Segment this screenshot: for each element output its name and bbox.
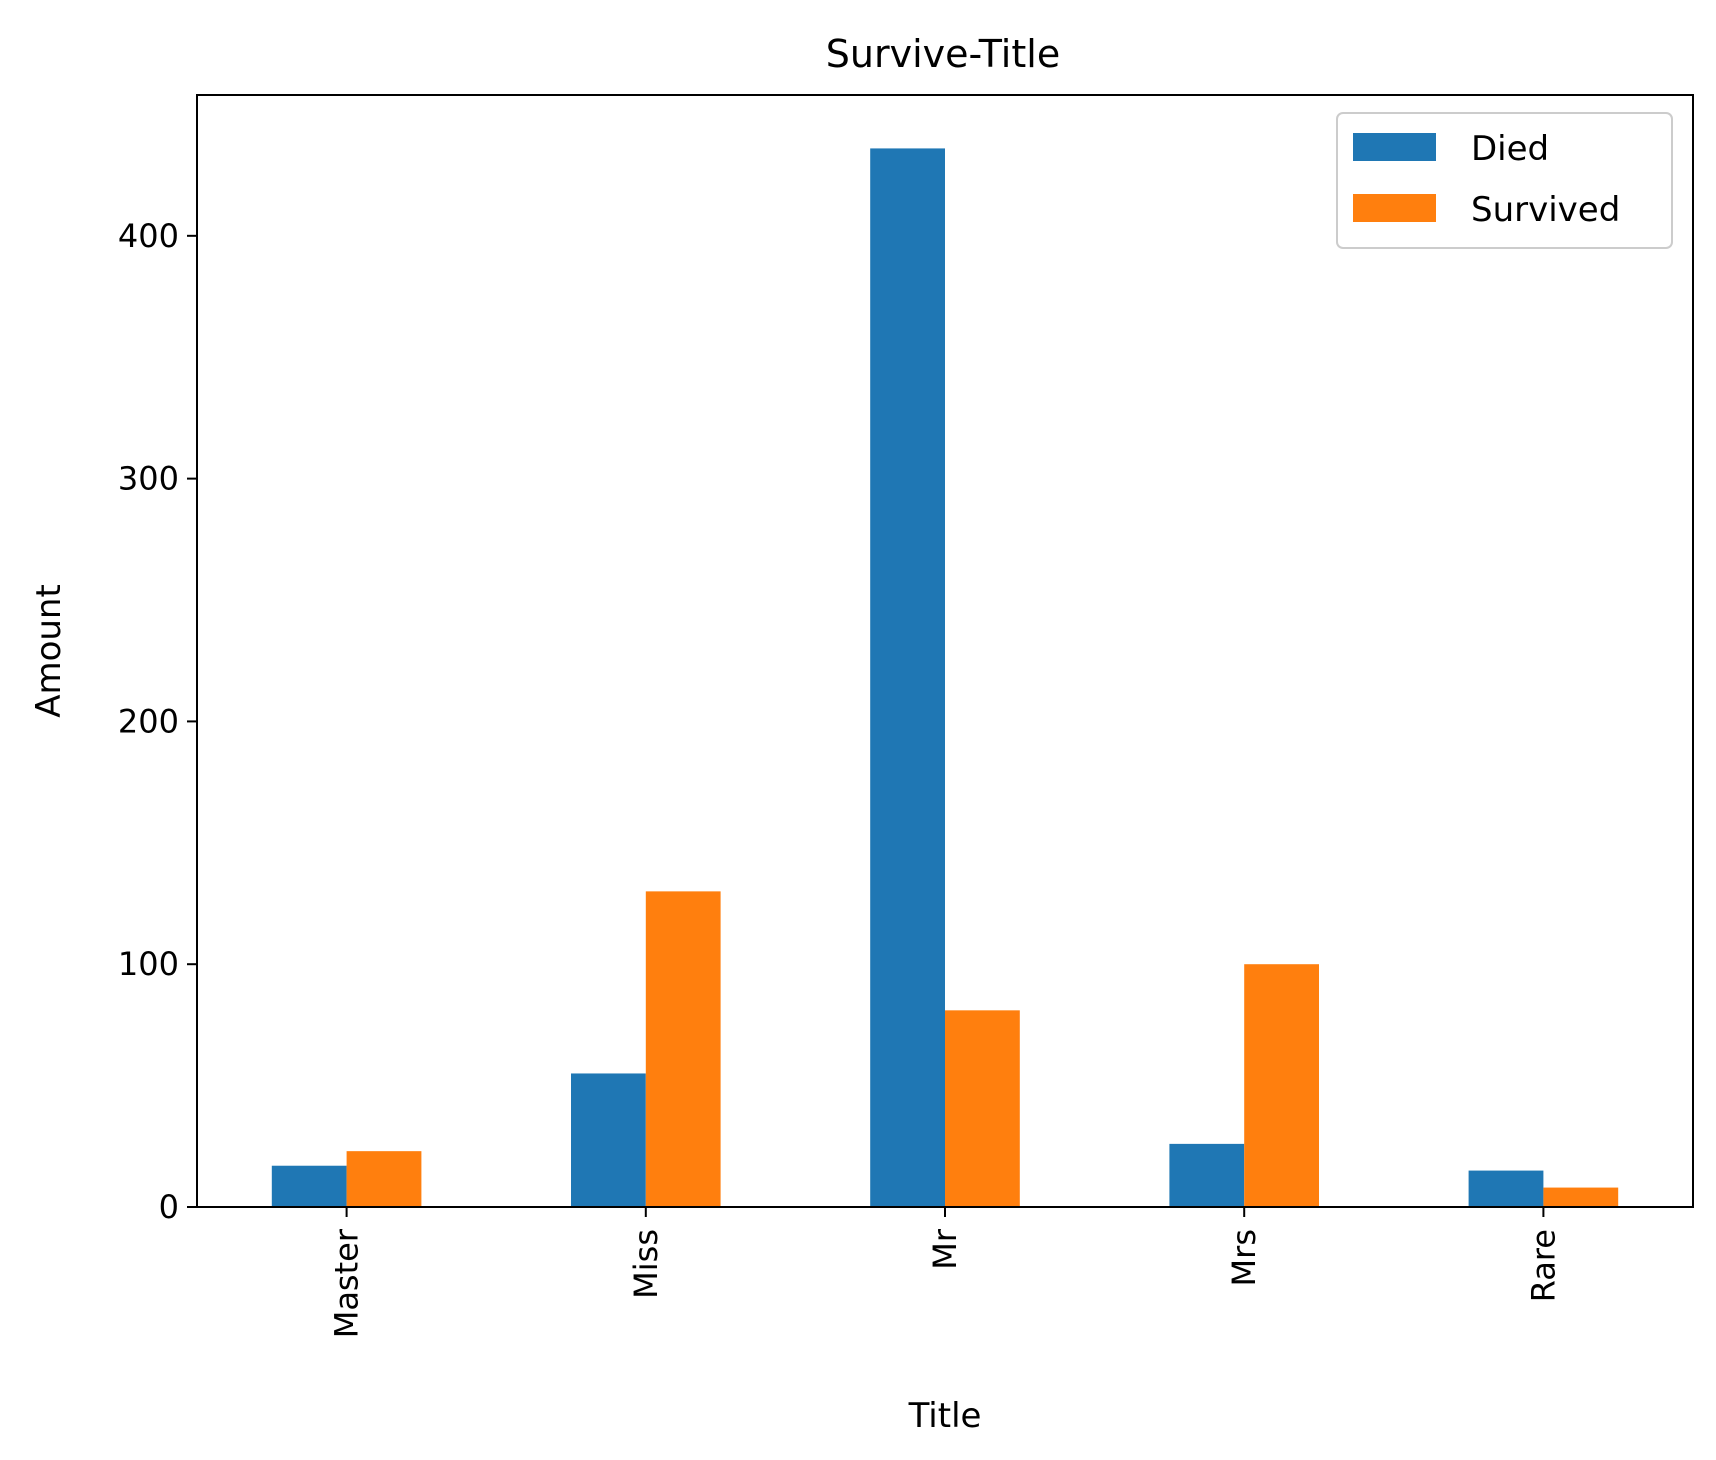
- x-tick-label-rare: Rare: [1524, 1229, 1562, 1302]
- x-tick-label-master: Master: [328, 1228, 366, 1338]
- legend-label-died: Died: [1471, 129, 1549, 169]
- x-tick-label-miss: Miss: [627, 1229, 665, 1299]
- legend-swatch-survived: [1353, 194, 1436, 222]
- x-tick-label-mr: Mr: [926, 1228, 964, 1270]
- bar-died-mr: [870, 148, 945, 1208]
- bar-died-miss: [571, 1073, 646, 1207]
- bar-survived-mrs: [1244, 964, 1319, 1207]
- y-tick-label: 300: [118, 460, 179, 498]
- x-axis: Master Miss Mr Mrs Rare: [328, 1207, 1562, 1338]
- legend-swatch-died: [1353, 133, 1436, 161]
- bar-survived-rare: [1543, 1187, 1619, 1207]
- x-axis-label: Title: [908, 1396, 982, 1436]
- y-tick-label: 200: [118, 702, 179, 740]
- x-tick-label-mrs: Mrs: [1225, 1229, 1263, 1286]
- y-axis-label: Amount: [29, 584, 69, 718]
- legend-label-survived: Survived: [1471, 190, 1620, 230]
- bar-survived-mr: [945, 1010, 1020, 1207]
- bar-died-rare: [1468, 1170, 1544, 1207]
- bar-survived-master: [346, 1151, 422, 1207]
- y-tick-label: 400: [118, 217, 179, 255]
- bars: [271, 148, 1619, 1208]
- bar-died-mrs: [1169, 1143, 1245, 1207]
- legend: Died Survived: [1336, 112, 1673, 249]
- y-tick-label: 100: [118, 945, 179, 983]
- bar-died-master: [271, 1165, 347, 1207]
- bar-survived-miss: [645, 891, 721, 1207]
- y-tick-label: 0: [159, 1188, 179, 1226]
- y-axis: 0 100 200 300 400: [118, 217, 197, 1226]
- chart-title: Survive-Title: [826, 32, 1060, 76]
- plot-frame: [196, 94, 1694, 1208]
